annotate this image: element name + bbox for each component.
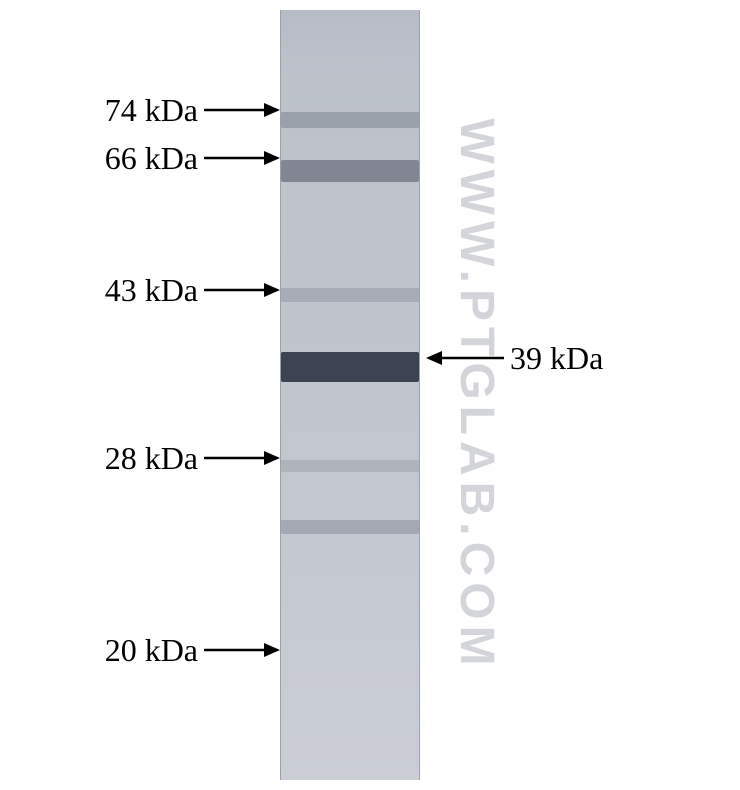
arrow-66-icon <box>204 148 280 168</box>
arrow-20-icon <box>204 640 280 660</box>
ladder-label-20: 20 kDa <box>105 632 198 669</box>
ladder-label-28: 28 kDa <box>105 440 198 477</box>
watermark-text: WWW.PTGLAB.COM <box>449 118 504 671</box>
band-43-faint <box>281 288 419 302</box>
band-28-faint <box>281 460 419 472</box>
target-band-label: 39 kDa <box>510 340 603 377</box>
band-low-faint <box>281 520 419 534</box>
band-39-target <box>281 352 419 382</box>
band-66 <box>281 160 419 182</box>
band-74 <box>281 112 419 128</box>
arrow-74-icon <box>204 100 280 120</box>
arrow-target-icon <box>426 348 504 368</box>
gel-lane <box>280 10 420 780</box>
arrow-28-icon <box>204 448 280 468</box>
ladder-label-66: 66 kDa <box>105 140 198 177</box>
ladder-label-43: 43 kDa <box>105 272 198 309</box>
arrow-43-icon <box>204 280 280 300</box>
ladder-label-74: 74 kDa <box>105 92 198 129</box>
